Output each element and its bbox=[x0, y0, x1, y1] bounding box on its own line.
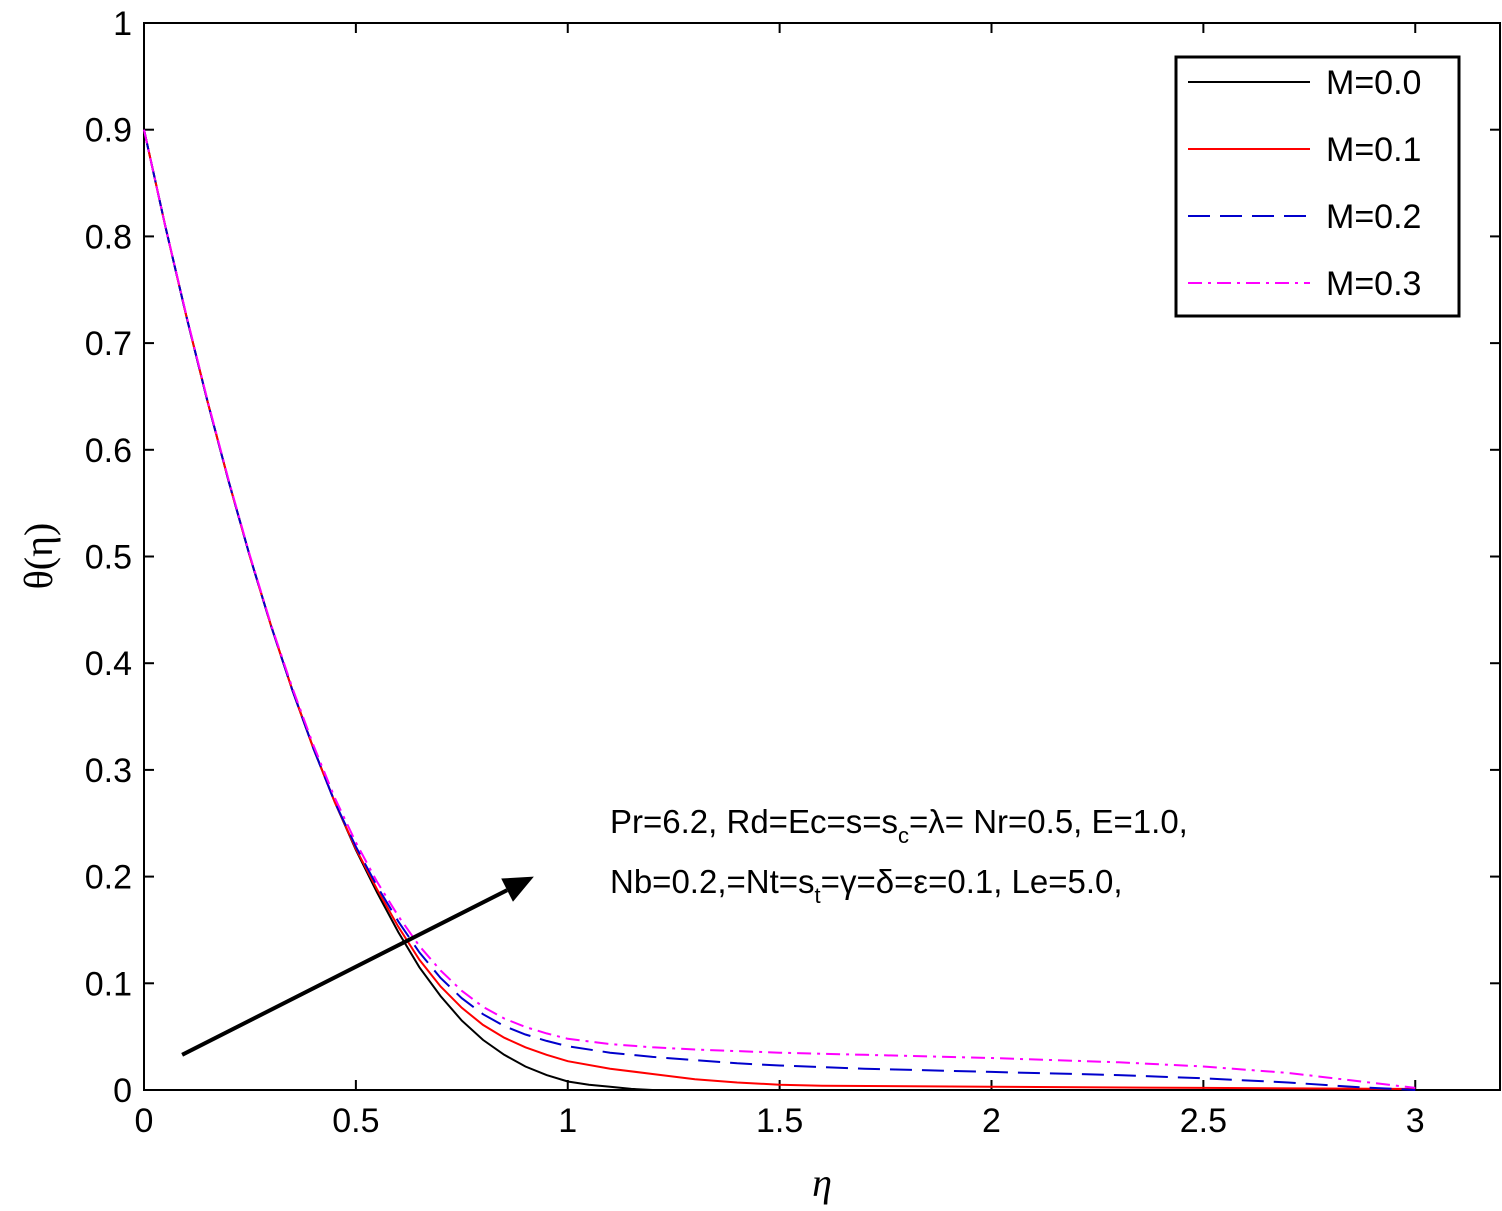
y-tick-label: 0.5 bbox=[85, 539, 132, 577]
y-tick-label: 0.1 bbox=[85, 965, 132, 1003]
x-tick-label: 2.5 bbox=[1180, 1102, 1227, 1140]
arrow-shaft bbox=[181, 888, 508, 1057]
y-tick-label: 0.3 bbox=[85, 752, 132, 790]
annotation-line-2: Nb=0.2,=Nt=st=γ=δ=ε=0.1, Le=5.0, bbox=[610, 863, 1123, 908]
y-tick-label: 0.9 bbox=[85, 112, 132, 150]
y-tick-label: 1 bbox=[113, 5, 132, 43]
trend-arrow bbox=[181, 876, 534, 1057]
series-line-3 bbox=[143, 129, 1416, 1089]
x-tick-label: 2 bbox=[982, 1102, 1001, 1140]
legend-box bbox=[1174, 55, 1461, 318]
x-tick-label: 0 bbox=[135, 1102, 154, 1140]
annotation: Pr=6.2, Rd=Ec=s=sc=λ= Nr=0.5, E=1.0, Nb=… bbox=[610, 803, 1188, 908]
legend: M=0.0 M=0.1 M=0.2 M=0.3 bbox=[1174, 55, 1461, 318]
legend-items: M=0.0 M=0.1 M=0.2 M=0.3 bbox=[1188, 64, 1421, 303]
x-tick-label: 3 bbox=[1406, 1102, 1425, 1140]
y-tick-label: 0.8 bbox=[85, 218, 132, 256]
y-tick-label: 0.6 bbox=[85, 432, 132, 470]
ticks: 0 0.5 1 1.5 2 2.5 3 0 0.1 0.2 0.3 0.4 0.5 0.6 0.7 0.8 0.… bbox=[85, 5, 1500, 1140]
x-tick-label: 1 bbox=[558, 1102, 577, 1140]
legend-label-0: M=0.0 bbox=[1326, 64, 1421, 102]
y-tick-label: 0.7 bbox=[85, 325, 132, 363]
y-tick-label: 0 bbox=[113, 1072, 132, 1110]
legend-label-3: M=0.3 bbox=[1326, 265, 1421, 303]
x-tick-label: 0.5 bbox=[332, 1102, 379, 1140]
x-tick-label: 1.5 bbox=[756, 1102, 803, 1140]
legend-label-1: M=0.1 bbox=[1326, 131, 1421, 169]
y-axis-label: θ(η) bbox=[16, 523, 61, 590]
y-tick-label: 0.4 bbox=[85, 645, 132, 683]
x-axis-label: η bbox=[812, 1160, 832, 1205]
annotation-line-1: Pr=6.2, Rd=Ec=s=sc=λ= Nr=0.5, E=1.0, bbox=[610, 803, 1188, 848]
y-tick-label: 0.2 bbox=[85, 859, 132, 897]
arrow-head bbox=[501, 876, 534, 902]
series-group bbox=[143, 129, 1416, 1091]
legend-label-2: M=0.2 bbox=[1326, 198, 1421, 236]
